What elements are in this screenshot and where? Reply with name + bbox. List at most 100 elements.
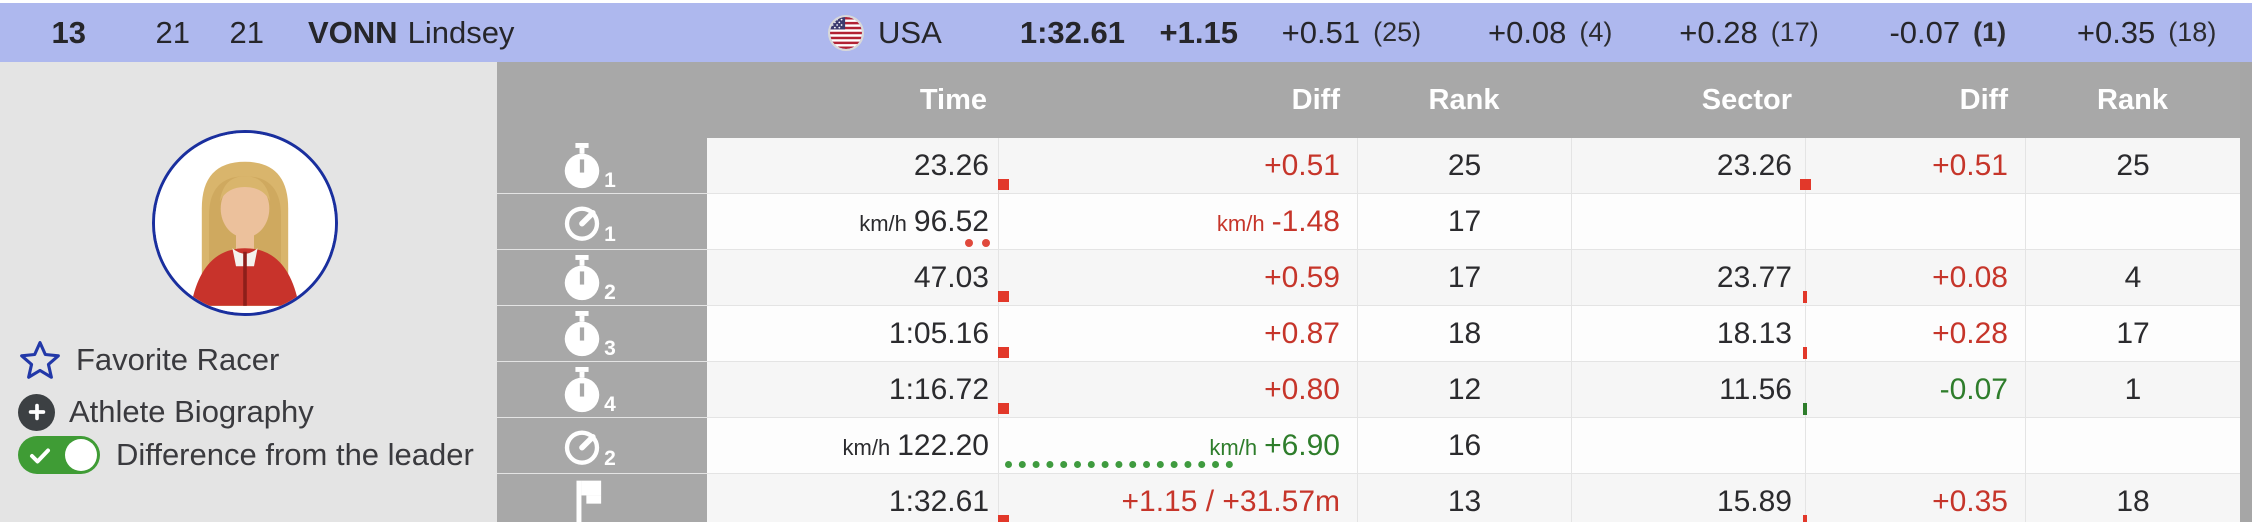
- split-rank: (1): [1973, 17, 2007, 47]
- total-diff: +1.15: [1159, 14, 1238, 50]
- sector-diff-cell: [1805, 194, 2025, 250]
- scrollbar[interactable]: [2240, 62, 2252, 522]
- difference-from-leader-control: Difference from the leader: [18, 435, 474, 475]
- time-cell: 23.26: [707, 138, 1009, 194]
- col-header-diff: Diff: [1291, 83, 1340, 116]
- rank-cell: 16: [1357, 418, 1571, 474]
- sector-diff-cell: -0.07: [1805, 362, 2025, 418]
- red-tick-marker: [1803, 347, 1807, 359]
- sector-cell: 18.13: [1571, 306, 1807, 362]
- table-row: 1 km/h 96.52 km/h -1.48 17: [497, 194, 2240, 250]
- rank-cell: 25: [1357, 138, 1571, 194]
- sector-cell: [1571, 194, 1805, 250]
- time-cell: 1:32.61: [707, 474, 1009, 522]
- sector-times-table: Time Diff Rank Sector Diff Rank 1 23.26 …: [497, 62, 2240, 522]
- sector-rank-cell: [2025, 418, 2240, 474]
- stopwatch-icon: 3: [562, 310, 616, 360]
- diff-cell: km/h -1.48: [998, 194, 1357, 250]
- time-cell: 47.03: [707, 250, 1009, 306]
- toggle-knob: [65, 439, 97, 471]
- usa-flag-icon: [828, 3, 864, 62]
- athlete-biography-label: Athlete Biography: [69, 394, 314, 429]
- racer-summary-bar: 13 21 21 VONN Lindsey: [0, 3, 2252, 62]
- diff-cell: +0.87: [998, 306, 1357, 362]
- sector-diff-cell: +0.28: [1805, 306, 2025, 362]
- sector-cell: 15.89: [1571, 474, 1807, 522]
- racer-last-name: VONN: [308, 14, 398, 50]
- stopwatch-icon: 2: [562, 254, 616, 304]
- green-dotted-marker: [1005, 461, 1233, 468]
- red-tick-marker: [1803, 515, 1807, 522]
- split-summary-5: +0.35 (18): [2047, 3, 2246, 62]
- diff-cell: +1.15 / +31.57m: [998, 474, 1357, 522]
- plus-circle-icon: [18, 393, 55, 431]
- col-header-sector-diff: Diff: [1959, 83, 2008, 116]
- red-marker: [998, 347, 1009, 358]
- speedometer-icon: 2: [562, 425, 616, 470]
- red-marker: [998, 179, 1009, 190]
- table-row: 1:32.61 +1.15 / +31.57m 13 15.89 +0.35 1…: [497, 474, 2240, 522]
- racer-first-name: Lindsey: [407, 14, 515, 50]
- split-summary-4: -0.07 (1): [1848, 3, 2047, 62]
- star-icon: [20, 341, 60, 379]
- country-code: USA: [878, 14, 942, 50]
- red-marker: [998, 291, 1009, 302]
- red-marker: [998, 403, 1009, 414]
- red-tick-marker: [1803, 291, 1807, 303]
- green-tick-marker: [1803, 403, 1807, 415]
- diff-cell: km/h +6.90: [998, 418, 1357, 474]
- stopwatch-icon: 4: [562, 366, 616, 416]
- rank-cell: 18: [1357, 306, 1571, 362]
- split-rank: (18): [2168, 17, 2217, 47]
- diff-cell: +0.51: [998, 138, 1357, 194]
- rank-cell: 17: [1357, 194, 1571, 250]
- col-header-rank: Rank: [1428, 83, 1500, 116]
- difference-toggle[interactable]: [18, 436, 100, 474]
- sector-cell: 23.77: [1571, 250, 1807, 306]
- athlete-photo[interactable]: [152, 130, 338, 316]
- table-row: 1 23.26 +0.51 25 23.26 +0.51 25: [497, 138, 2240, 194]
- table-row: 3 1:05.16 +0.87 18 18.13 +0.28 17: [497, 306, 2240, 362]
- rank-cell: 12: [1357, 362, 1571, 418]
- sector-cell: 11.56: [1571, 362, 1807, 418]
- red-marker: [1800, 179, 1811, 190]
- start-number: 21: [229, 14, 264, 50]
- sector-diff-cell: +0.08: [1805, 250, 2025, 306]
- split-diff: +0.51: [1281, 14, 1361, 50]
- table-header-row: Time Diff Rank Sector Diff Rank: [497, 62, 2240, 138]
- col-header-time: Time: [919, 83, 987, 116]
- check-icon: [30, 448, 50, 464]
- time-cell: km/h 122.20: [707, 418, 998, 474]
- sector-diff-cell: +0.35: [1805, 474, 2025, 522]
- time-cell: 1:05.16: [707, 306, 1009, 362]
- table-row: 2 km/h 122.20 km/h +6.90 16: [497, 418, 2240, 474]
- sector-cell: 23.26: [1571, 138, 1811, 194]
- sector-rank-cell: 17: [2025, 306, 2240, 362]
- favorite-racer-label: Favorite Racer: [76, 342, 280, 377]
- sector-diff-cell: +0.51: [1805, 138, 2025, 194]
- favorite-racer-control[interactable]: Favorite Racer: [18, 338, 279, 382]
- sector-rank-cell: 1: [2025, 362, 2240, 418]
- rank-cell: 13: [1357, 474, 1571, 522]
- diff-cell: +0.59: [998, 250, 1357, 306]
- time-cell: 1:16.72: [707, 362, 1009, 418]
- difference-toggle-label: Difference from the leader: [116, 437, 474, 472]
- flag-icon: [568, 479, 610, 522]
- total-time: 1:32.61: [1019, 14, 1125, 50]
- split-rank: (25): [1373, 17, 1422, 47]
- sector-splits-summary: +0.51 (25) +0.08 (4) +0.28 (17) -0.07 (1…: [1252, 3, 2246, 62]
- time-cell: km/h 96.52: [707, 194, 998, 250]
- rank-number: 13: [51, 14, 86, 50]
- athlete-biography-control[interactable]: Athlete Biography: [18, 392, 314, 432]
- split-diff: -0.07: [1889, 14, 1961, 50]
- stopwatch-icon: 1: [562, 142, 616, 192]
- sector-diff-cell: [1805, 418, 2025, 474]
- speedometer-icon: 1: [562, 201, 616, 246]
- sector-cell: [1571, 418, 1805, 474]
- split-diff: +0.28: [1679, 14, 1758, 50]
- sector-rank-cell: 18: [2025, 474, 2240, 522]
- sector-rank-cell: [2025, 194, 2240, 250]
- split-diff: +0.35: [2076, 14, 2156, 50]
- bib-number: 21: [155, 14, 190, 50]
